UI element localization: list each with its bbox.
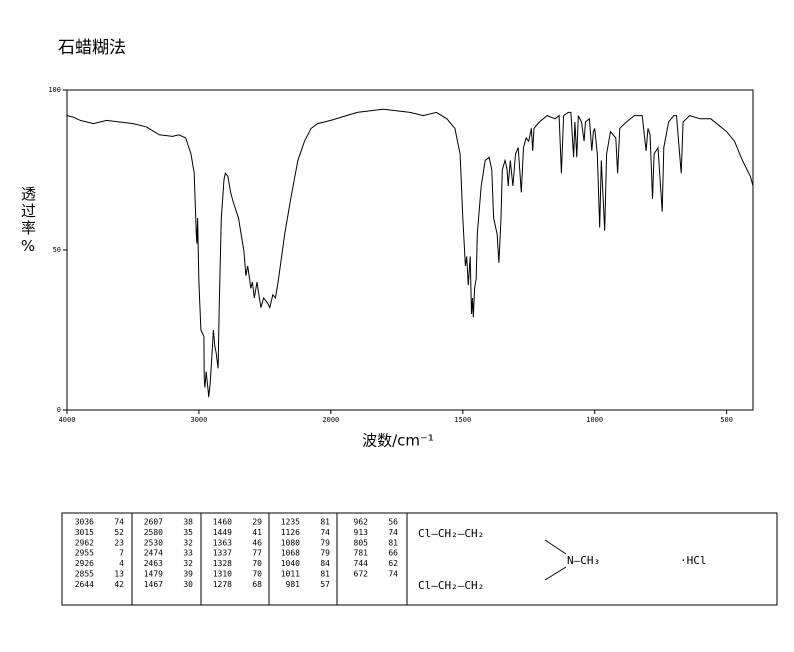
y-tick-label: 0 <box>57 406 61 414</box>
peak-transmittance: 74 <box>114 518 124 527</box>
peak-transmittance: 30 <box>183 580 193 589</box>
peak-wavenumber: 2530 <box>144 538 163 547</box>
structure-salt: ·HCl <box>680 554 707 567</box>
structure: Cl—CH₂—CH₂ Cl—CH₂—CH₂ N—CH₃ ·HCl <box>418 527 707 592</box>
peak-wavenumber: 805 <box>354 538 369 547</box>
structure-chain: Cl—CH₂—CH₂ <box>418 579 484 592</box>
peak-transmittance: 81 <box>320 570 330 579</box>
bond <box>544 539 567 555</box>
peak-transmittance: 79 <box>320 549 330 558</box>
peak-transmittance: 81 <box>388 538 398 547</box>
chart-title: 石蜡糊法 <box>58 38 126 58</box>
peak-transmittance: 29 <box>252 518 262 527</box>
peak-transmittance: 56 <box>388 518 398 527</box>
peak-wavenumber: 1310 <box>213 570 232 579</box>
peak-wavenumber: 3036 <box>75 518 94 527</box>
peak-wavenumber: 2607 <box>144 518 163 527</box>
peak-transmittance: 70 <box>252 559 262 568</box>
x-tick-label: 1500 <box>454 416 471 424</box>
y-tick-label: 50 <box>53 246 61 254</box>
peak-transmittance: 74 <box>388 528 398 537</box>
x-tick-label: 2000 <box>322 416 339 424</box>
peak-wavenumber: 1235 <box>281 518 300 527</box>
peak-transmittance: 33 <box>183 549 193 558</box>
peak-wavenumber: 744 <box>354 559 369 568</box>
peak-transmittance: 41 <box>252 528 262 537</box>
peak-wavenumber: 1363 <box>213 538 232 547</box>
x-tick-label: 1000 <box>586 416 603 424</box>
peak-wavenumber: 781 <box>354 549 369 558</box>
peak-wavenumber: 1479 <box>144 570 163 579</box>
peak-transmittance: 62 <box>388 559 398 568</box>
peak-wavenumber: 2962 <box>75 538 94 547</box>
peak-transmittance: 7 <box>119 549 124 558</box>
peak-wavenumber: 1328 <box>213 559 232 568</box>
peak-transmittance: 4 <box>119 559 124 568</box>
peak-transmittance: 46 <box>252 538 262 547</box>
peak-transmittance: 66 <box>388 549 398 558</box>
peak-transmittance: 42 <box>114 580 124 589</box>
peak-wavenumber: 1126 <box>281 528 300 537</box>
peak-transmittance: 32 <box>183 538 193 547</box>
structure-amine: N—CH₃ <box>567 554 600 567</box>
peak-wavenumber: 1337 <box>213 549 232 558</box>
structure-chain: Cl—CH₂—CH₂ <box>418 527 484 540</box>
peak-transmittance: 77 <box>252 549 262 558</box>
peak-transmittance: 38 <box>183 518 193 527</box>
x-tick-label: 4000 <box>59 416 76 424</box>
peak-transmittance: 79 <box>320 538 330 547</box>
x-tick-label: 500 <box>720 416 733 424</box>
peak-transmittance: 74 <box>388 570 398 579</box>
peak-wavenumber: 2644 <box>75 580 94 589</box>
peak-wavenumber: 1460 <box>213 518 232 527</box>
peak-transmittance: 74 <box>320 528 330 537</box>
peak-wavenumber: 2955 <box>75 549 94 558</box>
peak-transmittance: 39 <box>183 570 193 579</box>
peak-wavenumber: 1040 <box>281 559 300 568</box>
peak-wavenumber: 2474 <box>144 549 163 558</box>
y-axis-label: 透过率% <box>19 186 37 257</box>
spectrum-line <box>66 108 754 398</box>
peak-wavenumber: 2580 <box>144 528 163 537</box>
peak-transmittance: 81 <box>320 518 330 527</box>
peak-wavenumber: 1278 <box>213 580 232 589</box>
peak-transmittance: 84 <box>320 559 330 568</box>
peak-wavenumber: 1467 <box>144 580 163 589</box>
peak-wavenumber: 1011 <box>281 570 300 579</box>
peak-wavenumber: 1449 <box>213 528 232 537</box>
peak-transmittance: 68 <box>252 580 262 589</box>
x-tick-label: 3000 <box>190 416 207 424</box>
x-axis-label: 波数/cm⁻¹ <box>362 432 434 450</box>
peak-transmittance: 23 <box>114 538 124 547</box>
peak-wavenumber: 1080 <box>281 538 300 547</box>
peak-wavenumber: 2463 <box>144 559 163 568</box>
peak-wavenumber: 981 <box>286 580 301 589</box>
table-frame <box>61 512 778 606</box>
peak-transmittance: 57 <box>320 580 330 589</box>
peak-transmittance: 32 <box>183 559 193 568</box>
peak-wavenumber: 3015 <box>75 528 94 537</box>
peak-wavenumber: 2926 <box>75 559 94 568</box>
bond <box>544 566 567 581</box>
peak-wavenumber: 913 <box>354 528 369 537</box>
peak-wavenumber: 672 <box>354 570 369 579</box>
peak-wavenumber: 962 <box>354 518 369 527</box>
peak-wavenumber: 2855 <box>75 570 94 579</box>
y-tick-label: 100 <box>48 86 61 94</box>
peak-transmittance: 13 <box>114 570 124 579</box>
table-dividers <box>131 513 408 605</box>
peak-transmittance: 52 <box>114 528 124 537</box>
peak-transmittance: 70 <box>252 570 262 579</box>
peak-transmittance: 35 <box>183 528 193 537</box>
peak-wavenumber: 1068 <box>281 549 300 558</box>
